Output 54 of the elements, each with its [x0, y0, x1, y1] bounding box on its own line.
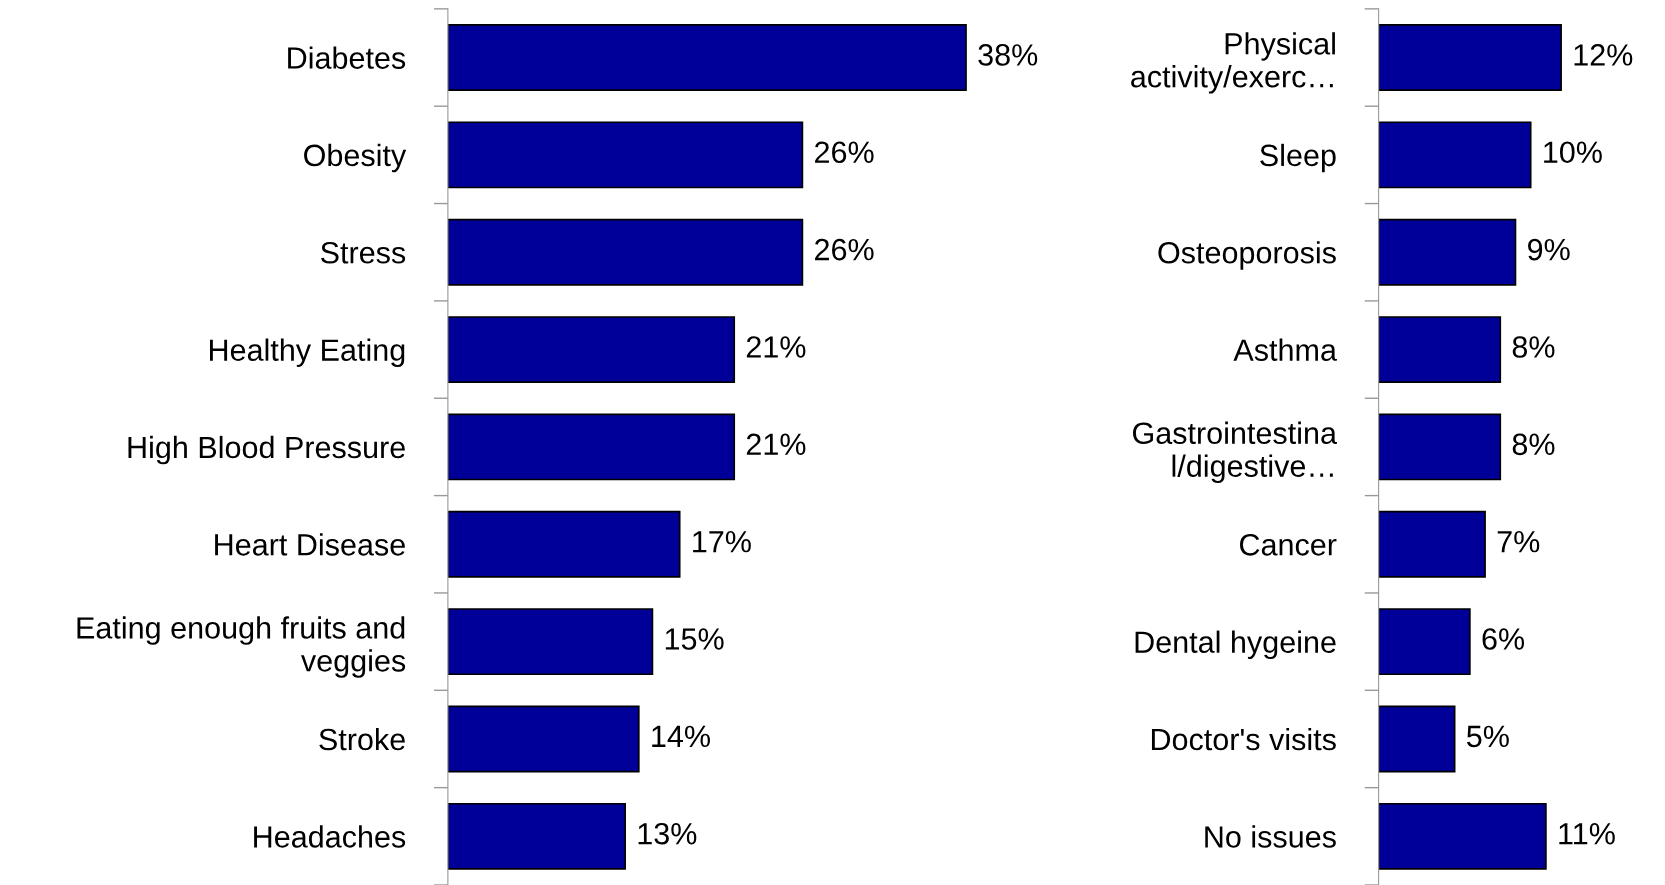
bar — [447, 802, 626, 870]
y-tick-label: Physical activity/exerc… — [1131, 32, 1335, 94]
y-tick-label: Eating enough fruits and veggies — [77, 616, 406, 678]
data-label: 26% — [815, 238, 874, 261]
data-label: 13% — [638, 822, 697, 845]
data-label: 6% — [1482, 628, 1525, 650]
y-tick-label: Osteoporosis — [1158, 241, 1336, 270]
bar — [1378, 705, 1456, 773]
y-tick-label: High Blood Pressure — [128, 435, 405, 465]
bar — [447, 121, 804, 189]
bar — [1378, 608, 1471, 676]
bar — [1378, 510, 1486, 578]
y-tick-label: Sleep — [1260, 143, 1336, 173]
data-label: 12% — [1574, 44, 1633, 66]
data-label: 38% — [978, 44, 1038, 66]
bar — [1378, 316, 1502, 384]
data-label: 9% — [1528, 238, 1570, 261]
y-tick-label: Doctor's visits — [1151, 727, 1336, 751]
bar — [1378, 218, 1517, 286]
bar — [447, 413, 736, 481]
bar — [1378, 24, 1562, 91]
data-label: 21% — [746, 433, 806, 456]
data-label: 11% — [1559, 823, 1615, 845]
y-tick-label: Healthy Eating — [210, 338, 405, 367]
y-tick-label: Stress — [321, 241, 406, 264]
bar — [1378, 121, 1532, 189]
y-tick-label: Cancer — [1240, 534, 1337, 556]
bar — [447, 705, 640, 773]
y-tick-label: Asthma — [1233, 338, 1337, 361]
data-label: 26% — [815, 141, 874, 164]
data-label: 15% — [665, 628, 724, 650]
bar — [447, 316, 736, 384]
bar — [447, 218, 804, 286]
bar — [447, 510, 681, 578]
y-tick-label: Heart Disease — [215, 533, 405, 556]
data-label: 21% — [746, 336, 806, 358]
data-label: 14% — [652, 725, 710, 748]
data-label: 17% — [693, 530, 751, 553]
bar — [447, 608, 654, 676]
y-tick-label: Diabetes — [288, 46, 406, 69]
bar — [1378, 802, 1547, 870]
bar — [1378, 413, 1502, 481]
data-label: 7% — [1497, 530, 1540, 553]
y-tick-label: Dental hygeine — [1135, 630, 1336, 660]
y-tick-label: Stroke — [319, 727, 405, 751]
data-label: 5% — [1466, 725, 1509, 748]
y-tick-label: Gastrointestina l/digestive… — [1133, 421, 1337, 484]
data-label: 8% — [1512, 336, 1555, 358]
data-label: 10% — [1544, 141, 1602, 164]
y-tick-label: Obesity — [304, 143, 407, 173]
y-tick-label: Headaches — [254, 825, 406, 848]
bar — [447, 24, 967, 91]
data-label: 8% — [1512, 433, 1555, 456]
y-tick-label: No issues — [1205, 825, 1336, 848]
